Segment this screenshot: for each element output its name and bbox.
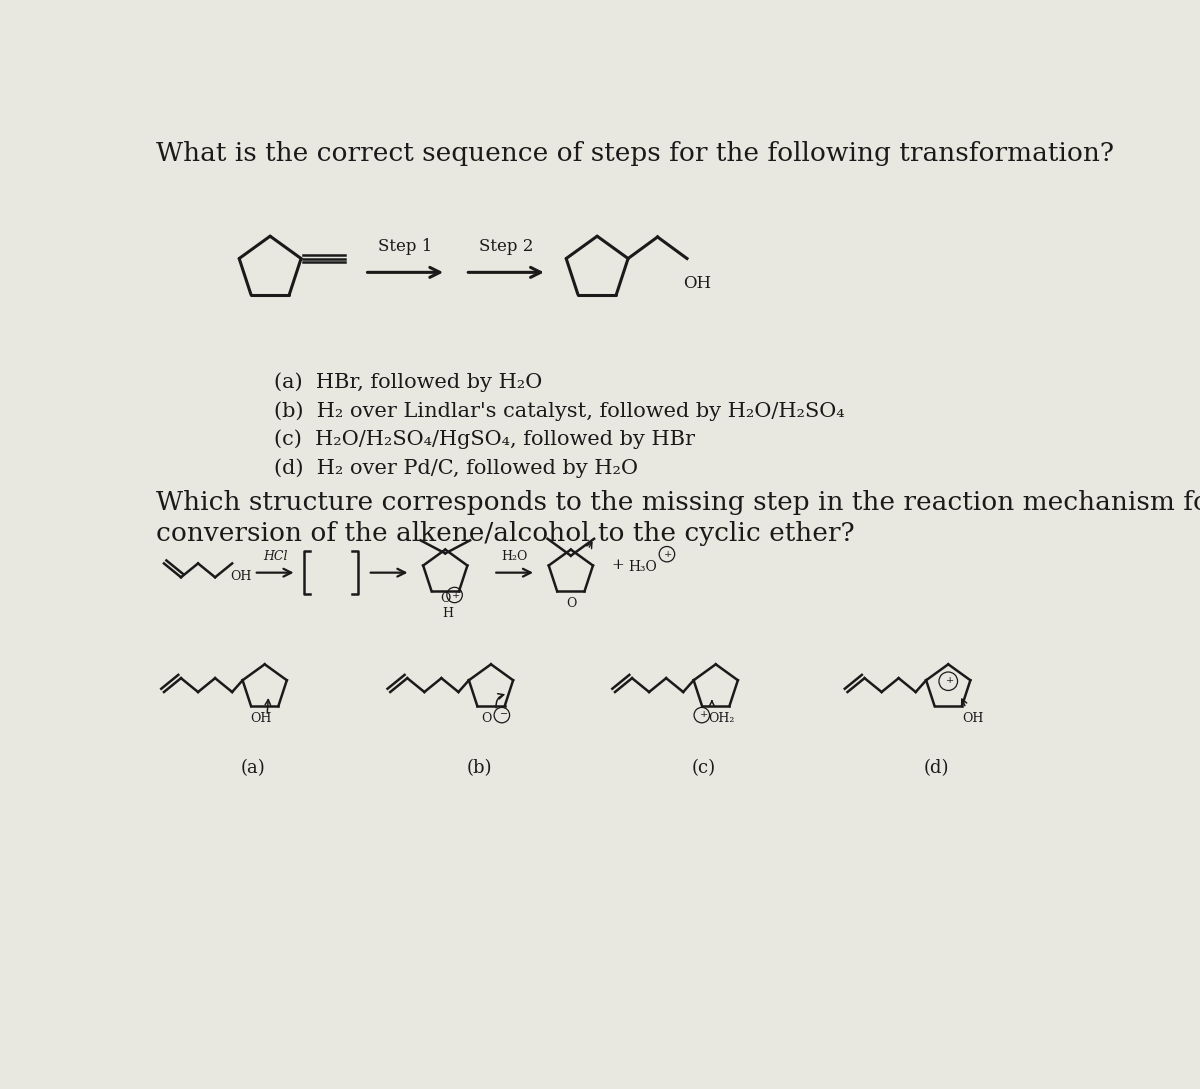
Text: (b)  H₂ over Lindlar's catalyst, followed by H₂O/H₂SO₄: (b) H₂ over Lindlar's catalyst, followed… [274, 401, 845, 420]
Text: H₂O: H₂O [502, 550, 528, 563]
Text: H: H [442, 608, 454, 621]
Text: OH₂: OH₂ [708, 712, 734, 725]
Text: Which structure corresponds to the missing step in the reaction mechanism for th: Which structure corresponds to the missi… [156, 490, 1200, 515]
Text: (b): (b) [467, 759, 492, 776]
Text: (a): (a) [241, 759, 265, 776]
Text: conversion of the alkene/alcohol to the cyclic ether?: conversion of the alkene/alcohol to the … [156, 521, 854, 546]
Text: OH: OH [250, 712, 271, 725]
Text: +: + [947, 676, 954, 685]
Text: +: + [665, 550, 672, 559]
Text: +: + [452, 590, 460, 600]
Text: OH: OH [230, 571, 252, 584]
FancyArrowPatch shape [496, 694, 504, 708]
Text: (d): (d) [924, 759, 949, 776]
Text: (c): (c) [692, 759, 716, 776]
Text: O: O [566, 597, 576, 610]
Text: What is the correct sequence of steps for the following transformation?: What is the correct sequence of steps fo… [156, 142, 1115, 167]
Text: OH: OH [683, 276, 712, 293]
Text: +: + [700, 710, 708, 719]
Text: Step 1: Step 1 [378, 238, 432, 256]
Text: O: O [481, 712, 492, 725]
Text: HCl: HCl [263, 550, 288, 563]
Text: (c)  H₂O/H₂SO₄/HgSO₄, followed by HBr: (c) H₂O/H₂SO₄/HgSO₄, followed by HBr [274, 429, 695, 449]
Text: OH: OH [962, 712, 984, 725]
Text: +: + [611, 558, 624, 572]
Text: (a)  HBr, followed by H₂O: (a) HBr, followed by H₂O [274, 372, 542, 392]
Text: (d)  H₂ over Pd/C, followed by H₂O: (d) H₂ over Pd/C, followed by H₂O [274, 458, 638, 478]
Text: O: O [440, 592, 451, 604]
Text: Step 2: Step 2 [479, 238, 533, 256]
Text: H₃O: H₃O [628, 560, 656, 574]
Text: −: − [500, 710, 508, 719]
